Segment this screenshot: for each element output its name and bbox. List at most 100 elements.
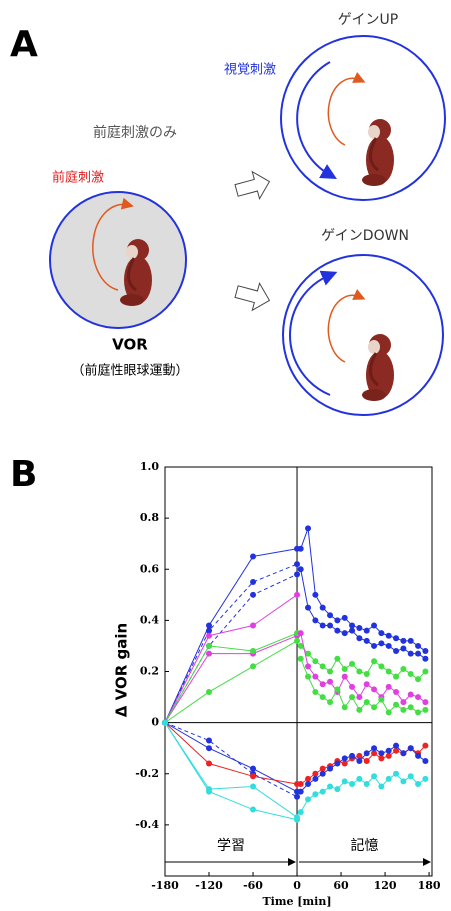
- data-point: [319, 770, 326, 777]
- y-tick-label: 0.8: [140, 511, 159, 524]
- data-point: [206, 650, 213, 657]
- data-point: [422, 655, 429, 662]
- y-axis-label: Δ VOR gain: [113, 623, 131, 717]
- data-point: [363, 637, 370, 644]
- data-point: [378, 696, 385, 703]
- monkey: [360, 117, 396, 188]
- y-tick-label: -0.4: [135, 818, 159, 831]
- data-point: [393, 673, 400, 680]
- x-tick-label: 180: [418, 879, 441, 892]
- data-point: [162, 719, 168, 726]
- data-point: [341, 778, 348, 785]
- data-point: [363, 757, 370, 764]
- data-point: [371, 622, 378, 629]
- data-point: [327, 668, 334, 675]
- data-point: [250, 806, 257, 813]
- visual-arrow: [289, 270, 338, 396]
- data-point: [334, 760, 341, 767]
- data-point: [400, 699, 407, 706]
- data-point: [297, 545, 304, 552]
- data-point: [250, 579, 257, 586]
- x-tick-label: -60: [243, 879, 263, 892]
- data-point: [415, 709, 422, 716]
- visual-arrow: [296, 61, 337, 179]
- data-point: [349, 780, 356, 787]
- phase-label: 記憶: [351, 837, 379, 854]
- data-point: [385, 668, 392, 675]
- data-point: [363, 699, 370, 706]
- data-point: [319, 788, 326, 795]
- data-point: [356, 625, 363, 632]
- data-point: [327, 699, 334, 706]
- data-point: [294, 793, 301, 800]
- data-point: [297, 780, 304, 787]
- data-point: [378, 630, 385, 637]
- data-point: [319, 604, 326, 611]
- data-point: [305, 650, 312, 657]
- series-line: [164, 635, 298, 723]
- data-point: [312, 688, 319, 695]
- data-point: [371, 745, 378, 752]
- data-point: [422, 668, 429, 675]
- data-point: [327, 622, 334, 629]
- data-point: [371, 704, 378, 711]
- series-line: [164, 632, 298, 723]
- data-point: [407, 704, 414, 711]
- data-point: [305, 663, 312, 670]
- data-point: [415, 780, 422, 787]
- data-point: [334, 655, 341, 662]
- data-point: [319, 694, 326, 701]
- data-point: [371, 750, 378, 757]
- y-tick-label: 0: [151, 716, 159, 729]
- data-point: [341, 614, 348, 621]
- data-point: [385, 632, 392, 639]
- data-point: [297, 566, 304, 573]
- data-point: [378, 783, 385, 790]
- series-line: [164, 722, 298, 793]
- circle: [282, 254, 444, 416]
- data-point: [400, 778, 407, 785]
- data-point: [363, 627, 370, 634]
- series-line: [164, 594, 298, 723]
- data-point: [297, 655, 304, 662]
- data-point: [415, 752, 422, 759]
- data-point: [385, 642, 392, 649]
- data-point: [400, 665, 407, 672]
- data-point: [349, 660, 356, 667]
- data-point: [250, 773, 257, 780]
- data-point: [415, 650, 422, 657]
- data-point: [400, 637, 407, 644]
- data-point: [371, 642, 378, 649]
- data-point: [356, 635, 363, 642]
- data-point: [356, 668, 363, 675]
- series-line: [164, 722, 298, 785]
- data-point: [250, 783, 257, 790]
- data-point: [319, 765, 326, 772]
- data-point: [422, 757, 429, 764]
- data-point: [294, 816, 301, 823]
- data-point: [305, 604, 312, 611]
- data-point: [305, 775, 312, 782]
- data-point: [385, 747, 392, 754]
- data-point: [327, 678, 334, 685]
- series-line: [164, 722, 298, 821]
- data-point: [312, 673, 319, 680]
- data-point: [385, 709, 392, 716]
- data-point: [319, 681, 326, 688]
- series-line: [300, 528, 426, 652]
- data-point: [349, 622, 356, 629]
- data-point: [378, 750, 385, 757]
- data-point: [250, 648, 257, 655]
- data-point: [363, 671, 370, 678]
- data-point: [319, 663, 326, 670]
- rotation-arrow: [92, 197, 134, 291]
- data-point: [312, 617, 319, 624]
- series-line: [300, 633, 426, 703]
- data-point: [415, 694, 422, 701]
- rotation-arrow: [327, 289, 366, 363]
- data-point: [297, 809, 304, 816]
- data-point: [349, 683, 356, 690]
- series-line: [164, 722, 298, 818]
- data-point: [206, 737, 213, 744]
- data-point: [294, 571, 301, 578]
